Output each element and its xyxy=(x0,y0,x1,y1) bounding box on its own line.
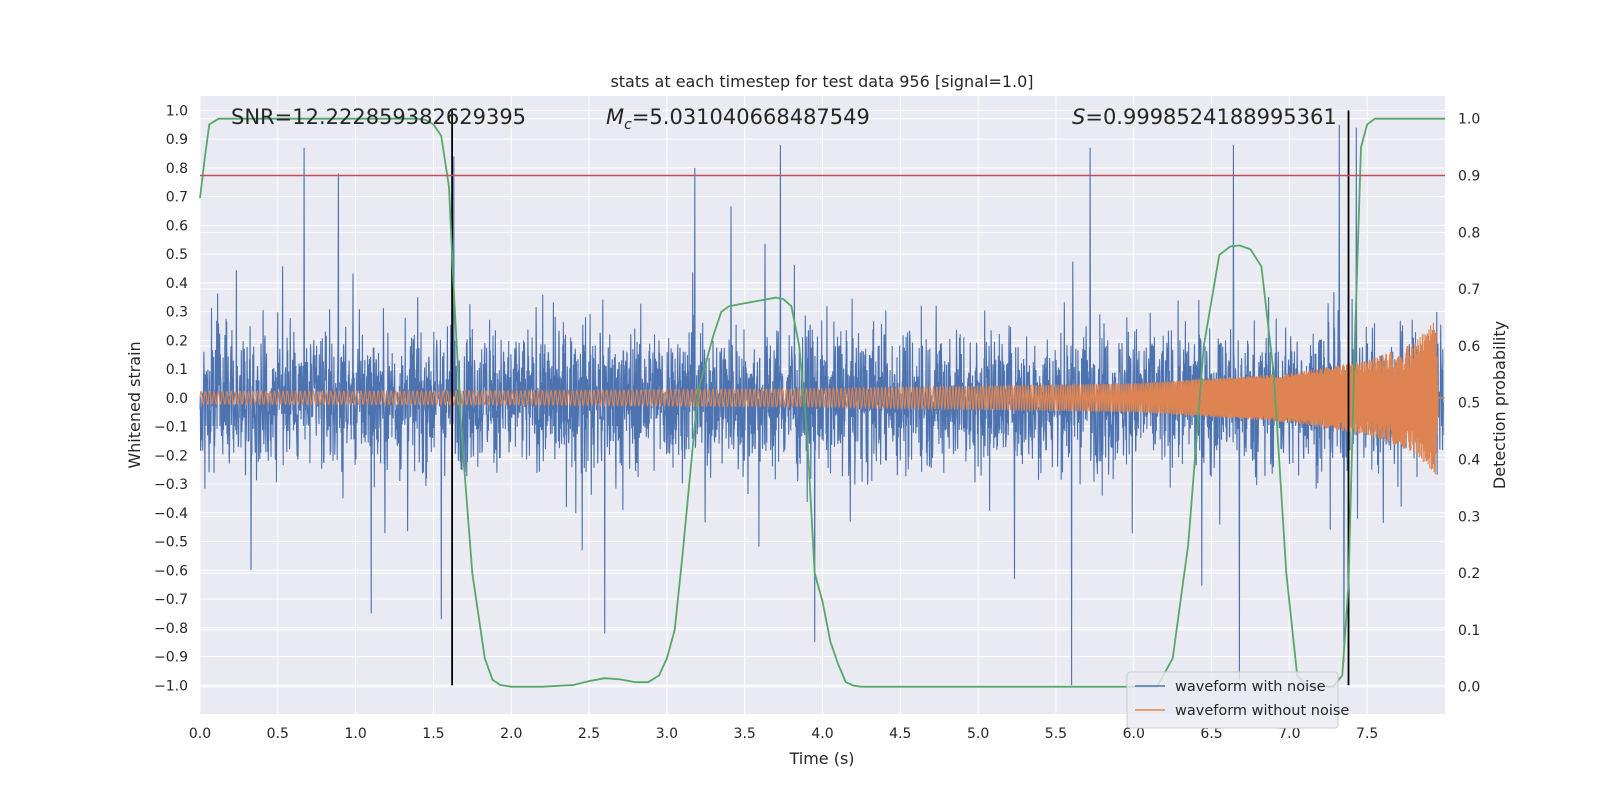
x-tick-label: 0.5 xyxy=(267,726,289,742)
detection-probability-line xyxy=(199,117,1445,688)
y-tick-label: −0.5 xyxy=(154,535,188,551)
y2-tick-label: 1.0 xyxy=(1458,112,1480,128)
chirp-mass-subscript: c xyxy=(624,117,632,133)
y-tick-label: 0.1 xyxy=(166,362,188,378)
y-tick-label: 0.8 xyxy=(166,161,188,177)
y-tick-label: 0.0 xyxy=(166,391,188,407)
x-tick-label: 6.0 xyxy=(1123,726,1145,742)
s-value: =0.9998524188995361 xyxy=(1085,105,1336,129)
snr-annotation: SNR=12.222859382629395 xyxy=(231,105,526,129)
series-waveform-with-noise xyxy=(199,124,1444,686)
chart-title: stats at each timestep for test data 956… xyxy=(610,72,1033,91)
y-tick-label: 0.3 xyxy=(166,305,188,321)
x-tick-label: 5.0 xyxy=(967,726,989,742)
y2-tick-label: 0.4 xyxy=(1458,453,1480,469)
y-tick-label: 0.2 xyxy=(166,333,188,349)
x-tick-label: 1.5 xyxy=(422,726,444,742)
x-tick-label: 4.0 xyxy=(811,726,833,742)
series-detection-probability xyxy=(199,117,1445,688)
y2-tick-label: 0.8 xyxy=(1458,225,1480,241)
y2-tick-label: 0.1 xyxy=(1458,623,1480,639)
s-symbol: S xyxy=(1072,105,1085,129)
y-tick-label: 1.0 xyxy=(166,103,188,119)
x-tick-label: 3.5 xyxy=(734,726,756,742)
y-tick-label: −0.2 xyxy=(154,448,188,464)
x-tick-label: 7.0 xyxy=(1278,726,1300,742)
y-tick-label: −0.3 xyxy=(154,477,188,493)
clean-waveform-line xyxy=(199,322,1445,475)
y2-tick-label: 0.5 xyxy=(1458,396,1480,412)
noisy-waveform-line xyxy=(199,124,1444,686)
x-tick-label: 0.0 xyxy=(189,726,211,742)
axes-labels: 0.0 0.5 1.0 1.5 2.0 2.5 3.0 3.5 4.0 4.5 5.0 5.5 6.0 6… xyxy=(154,103,1480,742)
y2-tick-label: 0.9 xyxy=(1458,169,1480,185)
legend-box xyxy=(1126,671,1339,729)
x-tick-label: 5.5 xyxy=(1045,726,1067,742)
y-axis-label: Whitened strain xyxy=(125,341,144,468)
series-waveform-without-noise xyxy=(199,322,1445,475)
y2-tick-label: 0.6 xyxy=(1458,339,1480,355)
x-tick-label: 2.5 xyxy=(578,726,600,742)
chirp-mass-value: =5.031040668487549 xyxy=(632,105,870,129)
x-tick-label: 6.5 xyxy=(1200,726,1222,742)
x-tick-label: 4.5 xyxy=(889,726,911,742)
x-tick-label: 7.5 xyxy=(1356,726,1378,742)
y2-tick-label: 0.3 xyxy=(1458,509,1480,525)
legend: waveform with noise waveform without noi… xyxy=(1126,671,1349,729)
y-tick-label: 0.9 xyxy=(166,132,188,148)
x-axis-label: Time (s) xyxy=(788,749,854,768)
y-tick-label: −0.7 xyxy=(154,592,188,608)
y-tick-label: 0.5 xyxy=(166,247,188,263)
y2-axis-label: Detection probability xyxy=(1490,321,1509,489)
y-tick-label: 0.4 xyxy=(166,276,188,292)
y-tick-label: −0.1 xyxy=(154,420,188,436)
chirp-mass-symbol: M xyxy=(606,105,624,129)
x-tick-label: 2.0 xyxy=(500,726,522,742)
y2-tick-label: 0.2 xyxy=(1458,566,1480,582)
legend-label-noisy: waveform with noise xyxy=(1175,679,1326,695)
s-annotation: S=0.9998524188995361 xyxy=(1072,105,1337,129)
chirp-mass-annotation: Mc=5.031040668487549 xyxy=(606,105,870,133)
x-tick-label: 1.0 xyxy=(344,726,366,742)
legend-label-clean: waveform without noise xyxy=(1175,703,1349,719)
y2-tick-label: 0.0 xyxy=(1458,680,1480,696)
y-tick-label: −0.6 xyxy=(154,563,188,579)
y-tick-label: −1.0 xyxy=(154,678,188,694)
y-tick-label: 0.6 xyxy=(166,218,188,234)
y-tick-label: −0.4 xyxy=(154,506,188,522)
y-tick-label: 0.7 xyxy=(166,190,188,206)
y-tick-label: −0.9 xyxy=(154,650,188,666)
y2-tick-label: 0.7 xyxy=(1458,282,1480,298)
x-tick-label: 3.0 xyxy=(656,726,678,742)
y-tick-label: −0.8 xyxy=(154,621,188,637)
